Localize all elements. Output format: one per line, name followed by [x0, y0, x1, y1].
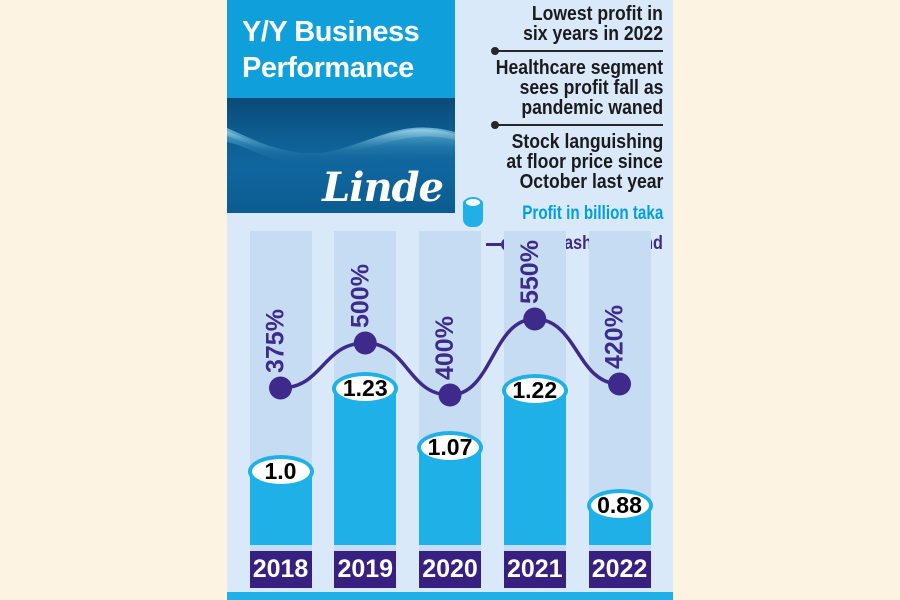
profit-value-badge: 1.07 — [417, 430, 483, 464]
wave-graphic — [227, 127, 455, 169]
title-line-2: Performance — [242, 52, 414, 84]
bottom-accent-strip — [227, 592, 673, 600]
chart: 1.0 2018 1.23 2019 1.07 2020 1.22 2021 0.88 2022 3… — [227, 213, 673, 600]
year-label: 2021 — [503, 551, 566, 588]
title-box: Y/Y Business Performance — [227, 0, 455, 213]
news-item-line: October last year — [519, 171, 663, 193]
news-item: Stock languishing at floor price since Oct… — [463, 132, 663, 192]
profit-bar — [503, 390, 566, 545]
legend-profit: Profit in billion taka — [463, 197, 663, 228]
profit-value-badge: 1.0 — [247, 454, 314, 488]
news-item-line: six years in 2022 — [523, 23, 663, 45]
page-title: Y/Y Business Performance — [227, 0, 455, 98]
title-line-1: Y/Y Business — [242, 16, 420, 48]
bullet-dot-icon — [491, 47, 499, 55]
profit-value-badge: 1.22 — [501, 373, 568, 407]
profit-value-badge: 1.23 — [332, 371, 399, 405]
brand-logo-band: Linde — [227, 98, 455, 213]
news-separator — [491, 121, 663, 129]
bullet-line — [498, 124, 663, 126]
profit-value-badge: 0.88 — [586, 488, 653, 522]
year-label: 2022 — [588, 551, 651, 588]
year-label: 2019 — [334, 551, 397, 588]
news-item-line: at floor price since — [506, 151, 663, 173]
news-item-line: Healthcare segment — [495, 57, 663, 79]
bullet-line — [498, 50, 663, 52]
news-item-line: sees profit fall as — [519, 77, 663, 99]
profit-bar-legend-icon — [463, 197, 483, 227]
news-item-line: Stock languishing — [511, 131, 663, 153]
news-list: Lowest profit in six years in 2022 Healthc… — [463, 4, 663, 192]
bullet-dot-icon — [491, 121, 499, 129]
news-item-line: pandemic waned — [521, 97, 663, 119]
legend-profit-label: Profit in billion taka — [521, 203, 663, 224]
year-label: 2020 — [419, 551, 481, 588]
news-item-line: Lowest profit in — [531, 3, 663, 25]
profit-bar — [334, 388, 397, 545]
year-label: 2018 — [249, 551, 312, 588]
news-item: Healthcare segment sees profit fall as pan… — [463, 58, 663, 118]
news-separator — [491, 47, 663, 55]
news-item: Lowest profit in six years in 2022 — [463, 4, 663, 44]
main-panel: Y/Y Business Performance — [227, 0, 673, 600]
linde-logo: Linde — [322, 164, 444, 211]
